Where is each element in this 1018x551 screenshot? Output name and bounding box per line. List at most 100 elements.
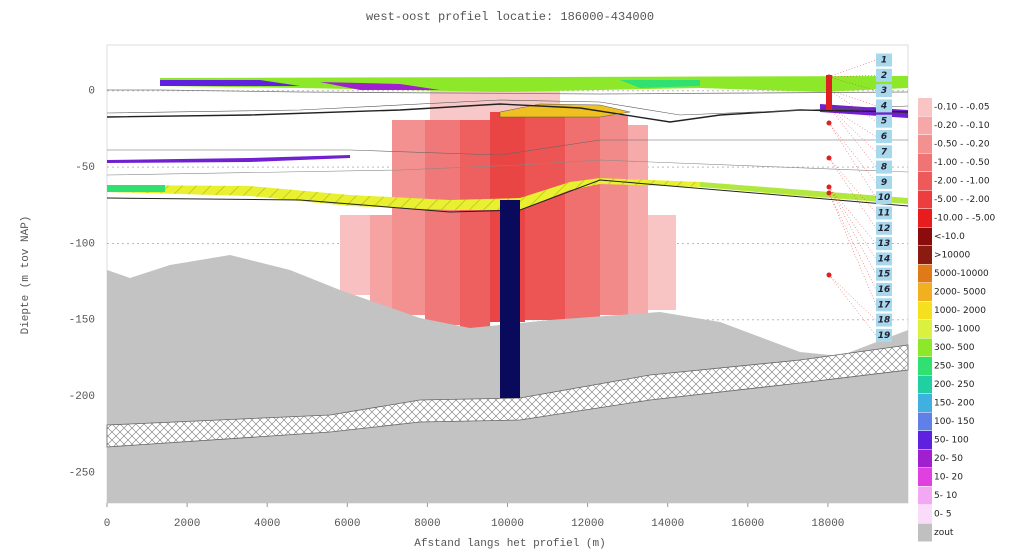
legend-swatch	[918, 320, 932, 338]
layer-label: 9	[881, 178, 887, 188]
leader-line	[828, 75, 877, 78]
leader-line	[828, 89, 877, 122]
x-tick-label: 16000	[731, 518, 764, 530]
x-tick-label: 8000	[414, 518, 440, 530]
legend-label: 300- 500	[934, 343, 975, 353]
x-axis-label: Afstand langs het profiel (m)	[414, 538, 605, 550]
chart-title: west-oost profiel locatie: 186000-434000	[366, 10, 654, 24]
legend-label: 10- 20	[934, 473, 963, 483]
layer-label-box	[876, 313, 892, 327]
legend-label: 1000- 2000	[934, 306, 986, 316]
y-axis-label: Diepte (m tov NAP)	[20, 216, 32, 335]
y-tick-label: 0	[88, 86, 95, 98]
leader-line	[828, 76, 877, 91]
y-tick-label: -100	[69, 238, 95, 250]
legend-label: zout	[934, 528, 954, 538]
legend-label: 50- 100	[934, 436, 969, 446]
layer-label: 1	[881, 56, 887, 66]
layer-label: 15	[878, 270, 891, 280]
layer-label: 3	[881, 86, 887, 96]
legend-swatch	[918, 505, 932, 523]
legend-label: -0.50 - -0.20	[934, 140, 990, 150]
leader-line	[828, 106, 877, 137]
layer-label-box	[876, 221, 892, 235]
leader-line	[828, 106, 877, 152]
legend-swatch	[918, 209, 932, 227]
y-tick-label: -250	[69, 467, 95, 479]
layer-label-box	[876, 99, 892, 113]
layer-label: 13	[878, 239, 891, 249]
legend-swatch	[918, 412, 932, 431]
layer-label-box	[876, 175, 892, 189]
layer-label-box	[876, 237, 892, 251]
legend-label: 5- 10	[934, 491, 958, 501]
leader-line	[828, 274, 877, 336]
y-tick-label: -200	[69, 391, 95, 403]
x-tick-label: 12000	[571, 518, 604, 530]
leader-line	[828, 186, 877, 244]
legend-label: 250- 300	[934, 362, 975, 372]
layer-label: 14	[878, 254, 891, 264]
layer-label-box	[876, 145, 892, 159]
legend-swatch	[918, 486, 932, 505]
leader-line	[828, 157, 877, 229]
layer-label-box	[876, 298, 892, 312]
layer-label-box	[876, 130, 892, 143]
layer-label-box	[876, 328, 892, 342]
legend-label: -10.00 - -5.00	[934, 214, 996, 224]
y-tick-label: -150	[69, 315, 95, 327]
legend-label: 20- 50	[934, 454, 963, 464]
layer-label: 5	[881, 117, 887, 127]
x-tick-label: 4000	[254, 518, 280, 530]
legend-swatch	[918, 283, 932, 301]
salt-layer	[106, 344, 909, 448]
leader-line	[828, 122, 877, 183]
legend-label: -0.20 - -0.10	[934, 121, 990, 131]
legend-swatch	[918, 264, 932, 283]
legend-label: -2.00 - -1.00	[934, 177, 990, 187]
leader-line	[828, 157, 877, 214]
layer-label: 16	[878, 285, 891, 295]
x-tick-label: 10000	[491, 518, 524, 530]
layer-label: 19	[878, 331, 891, 341]
legend-label: >10000	[934, 251, 970, 261]
layer-label-box	[876, 68, 892, 82]
well	[500, 200, 520, 398]
legend-label: 150- 200	[934, 399, 975, 409]
legend-label: 0- 5	[934, 510, 952, 520]
legend-swatch	[918, 172, 932, 190]
leader-line	[828, 274, 877, 321]
legend-label: -1.00 - -0.50	[934, 158, 990, 168]
layer-label-box	[876, 191, 892, 205]
x-tick-label: 0	[104, 518, 111, 530]
layer-label-box	[876, 267, 892, 281]
legend-label: <-10.0	[934, 232, 965, 242]
leader-line	[828, 89, 877, 107]
legend-swatch	[918, 227, 932, 246]
layer-label-box	[876, 283, 892, 296]
legend-label: 2000- 5000	[934, 288, 986, 298]
y-tick-label: -50	[75, 162, 95, 174]
layer-label: 4	[880, 101, 887, 111]
layer-label: 17	[878, 300, 891, 310]
legend-label: 100- 150	[934, 417, 975, 427]
x-tick-label: 14000	[651, 518, 684, 530]
layer-label-box	[876, 252, 892, 266]
legend-swatch	[918, 357, 932, 375]
leader-line	[828, 192, 877, 305]
legend-swatch	[918, 338, 932, 357]
layers	[106, 76, 909, 213]
leader-line	[828, 59, 877, 78]
legend-label: -5.00 - -2.00	[934, 195, 990, 205]
layer-label-box	[876, 84, 892, 98]
legend-label: -0.10 - -0.05	[934, 103, 990, 113]
layer-label: 11	[878, 209, 891, 219]
legend-swatch	[918, 301, 932, 320]
legend-swatch	[918, 431, 932, 449]
x-tick-label: 18000	[811, 518, 844, 530]
x-tick-label: 6000	[334, 518, 360, 530]
legend-swatch	[918, 449, 932, 468]
legend-swatch	[918, 468, 932, 486]
